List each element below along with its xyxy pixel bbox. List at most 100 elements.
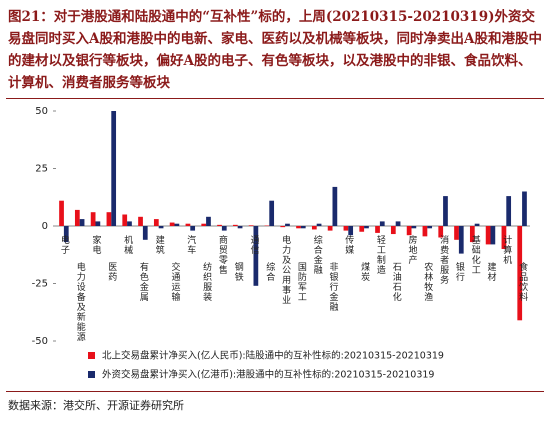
x-tick-label: 非银行金融 <box>328 261 339 312</box>
bar <box>253 226 259 286</box>
chart: 50 25 0 -25 -50 电子电力设备及新能源家电医药机械有色金属建筑交通运输汽车纺… <box>32 106 530 381</box>
bar <box>185 223 191 226</box>
bar <box>458 226 464 254</box>
x-tick-label: 农林牧渔 <box>422 261 433 302</box>
bar <box>427 226 433 229</box>
bar <box>232 224 238 226</box>
bar <box>469 226 475 243</box>
bar <box>79 219 85 226</box>
bar <box>327 226 333 231</box>
bar <box>285 223 290 226</box>
legend-label: 北上交易盘累计净买入(亿人民币):陆股通中的互补性标的:20210315-202… <box>102 350 444 362</box>
bar <box>343 226 349 231</box>
x-tick-label: 汽车 <box>185 234 196 255</box>
bar <box>59 200 64 226</box>
chart-title: 图21：对于港股通和陆股通中的“互补性”标的，上周(20210315-20210… <box>8 9 542 91</box>
x-tick-label: 机械 <box>122 234 133 255</box>
x-tick-label: 纺织服装 <box>201 261 212 302</box>
bar <box>359 226 365 232</box>
x-tick-label: 综合金融 <box>312 234 323 275</box>
x-tick-label: 食品饮料 <box>517 261 528 302</box>
source: 数据来源：港交所、开源证券研究所 <box>8 399 184 412</box>
bar <box>443 196 448 226</box>
bar <box>332 186 338 226</box>
x-tick-label: 电子 <box>59 234 70 255</box>
bar <box>63 226 69 243</box>
bar <box>127 221 132 226</box>
bar <box>506 196 512 226</box>
y-tick-label: 50 <box>35 106 48 117</box>
x-tick-label: 通信 <box>249 235 260 255</box>
bar <box>485 226 491 245</box>
legend-swatch <box>88 352 95 359</box>
rule <box>6 391 544 392</box>
x-tick-label: 医药 <box>106 262 117 282</box>
y-tick-label: 25 <box>35 164 48 175</box>
bar <box>217 224 222 226</box>
bar <box>201 223 207 226</box>
bar <box>153 219 159 226</box>
x-tick-label: 石油石化 <box>391 262 402 302</box>
bar <box>501 226 507 249</box>
bar <box>517 226 523 321</box>
legend-label: 外资交易盘累计净买入(亿港币):港股通中的互补性标的:20210315-2021… <box>102 369 434 381</box>
x-tick-label: 银行 <box>454 261 465 282</box>
x-tick-label: 消费者服务 <box>438 234 449 285</box>
legend-swatch <box>88 371 95 378</box>
bar <box>490 226 496 245</box>
bar <box>300 226 306 229</box>
bar <box>248 225 254 226</box>
x-tick-label: 基础化工 <box>470 234 481 275</box>
bar <box>158 226 164 229</box>
x-tick-label: 传媒 <box>343 234 354 255</box>
bar <box>74 209 80 226</box>
x-tick-label: 轻工制造 <box>375 234 386 275</box>
bar <box>474 223 480 226</box>
y-tick-label: 0 <box>42 221 48 232</box>
bar <box>111 111 117 226</box>
bar <box>174 223 180 226</box>
bar <box>406 226 412 236</box>
x-tick-label: 建材 <box>486 261 497 282</box>
bar <box>280 226 286 228</box>
bar <box>522 191 527 226</box>
bar <box>106 212 112 226</box>
rule <box>6 98 544 99</box>
bar <box>438 226 444 238</box>
x-tick-label: 计算机 <box>501 234 512 265</box>
bar <box>206 216 211 226</box>
x-tick-label: 有色金属 <box>138 261 149 302</box>
bar <box>269 200 275 226</box>
bar <box>237 226 243 229</box>
bar <box>296 226 301 229</box>
x-tick-label: 建筑 <box>154 234 165 255</box>
bar <box>422 226 428 237</box>
x-tick-label: 国防军工 <box>296 262 307 302</box>
bar <box>454 226 459 240</box>
x-tick-label: 钢铁 <box>233 261 244 282</box>
x-tick-label: 房地产 <box>407 234 418 265</box>
bar <box>311 226 317 230</box>
bar <box>348 226 354 236</box>
x-tick-label: 家电 <box>91 234 102 255</box>
bar <box>364 226 369 229</box>
bar <box>316 223 322 226</box>
y-tick-label: -50 <box>32 336 48 347</box>
bar <box>142 226 148 240</box>
bar <box>190 226 196 231</box>
bar <box>138 216 143 226</box>
x-tick-label: 电力及公用事业 <box>280 234 291 305</box>
bar <box>395 221 401 226</box>
bar <box>169 222 175 226</box>
bar <box>90 212 96 226</box>
bar <box>390 226 396 235</box>
x-tick-label: 交通运输 <box>170 261 181 302</box>
x-tick-label: 综合 <box>264 261 275 282</box>
bar <box>95 221 101 226</box>
bar <box>379 221 385 226</box>
bar <box>375 226 380 233</box>
bar <box>221 226 227 231</box>
y-tick-label: -25 <box>32 279 48 290</box>
bar <box>411 226 417 229</box>
